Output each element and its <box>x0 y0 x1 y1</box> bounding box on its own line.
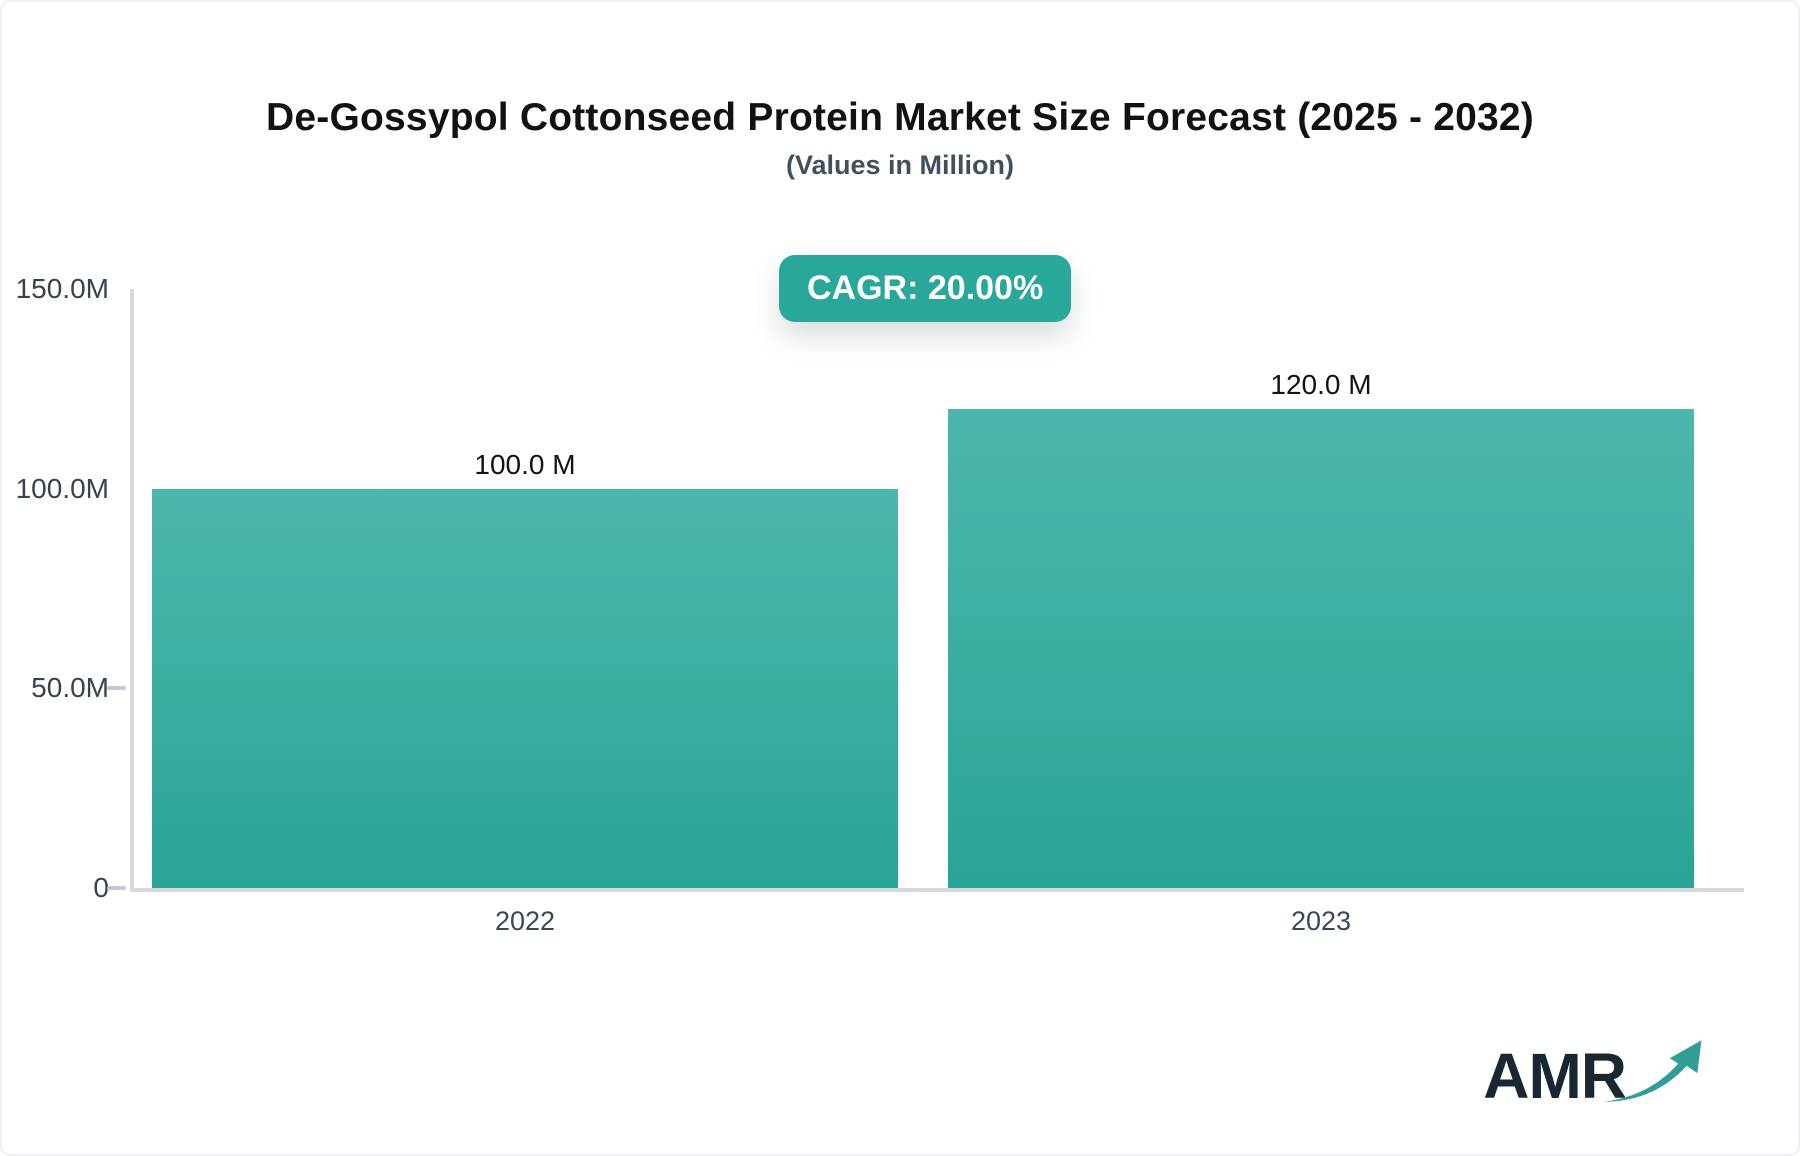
trend-arrow-icon <box>1604 1040 1702 1102</box>
x-tick-label: 2022 <box>494 906 556 936</box>
logo-text: AMR <box>1483 1040 1627 1112</box>
y-tick-label: 100.0M <box>15 472 109 504</box>
y-tick-label: 0 <box>93 872 109 903</box>
y-tick-label: 50.0M <box>31 672 109 704</box>
y-tick-label: 150.0M <box>15 273 109 304</box>
bar-value-label: 120.0 M <box>1270 368 1372 400</box>
cagr-badge: CAGR: 20.00% <box>779 255 1072 322</box>
chart-title: De-Gossypol Cottonseed Protein Market Si… <box>266 96 1534 139</box>
x-axis-line <box>130 888 1744 892</box>
y-tick-mark <box>107 686 126 691</box>
bar-value-label: 100.0 M <box>474 448 576 480</box>
y-tick-mark <box>107 886 126 890</box>
bar-2023 <box>948 408 1694 888</box>
x-tick-label: 2023 <box>1290 906 1352 936</box>
chart-subtitle: (Values in Million) <box>785 150 1015 180</box>
amr-logo: AMR <box>1483 1038 1710 1112</box>
y-axis-line <box>130 289 134 892</box>
bar-2022 <box>152 488 898 888</box>
